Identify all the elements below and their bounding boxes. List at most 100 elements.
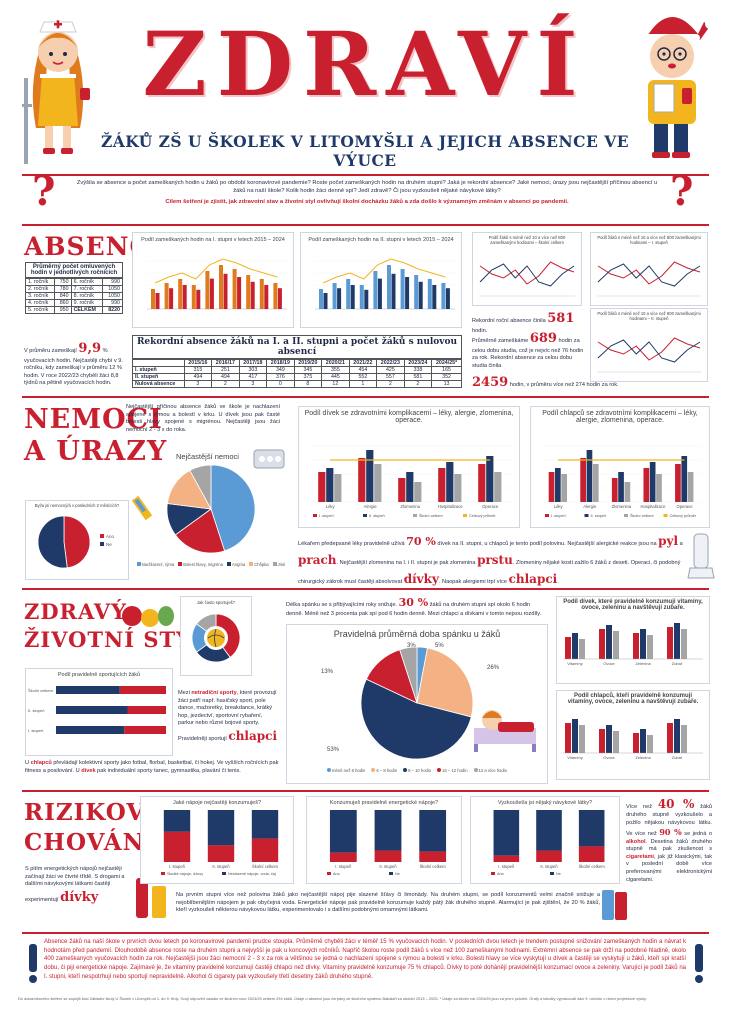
table-cell: 12 [321, 380, 350, 388]
table-cell: 9. ročník [70, 299, 104, 307]
bar [56, 706, 128, 714]
table-cell: 557 [376, 373, 405, 381]
bar [334, 474, 342, 502]
pie-slice [63, 516, 91, 569]
bar [586, 450, 593, 502]
bar [56, 686, 120, 694]
legend-label: Školní celkem [419, 513, 443, 518]
bar [223, 273, 228, 309]
sick-boy-illustration [644, 16, 715, 158]
pie-slice [210, 464, 256, 552]
bar [182, 285, 187, 309]
boys-complications-chart: Podíl chlapců se zdravotními komplikacem… [530, 406, 710, 528]
bar [618, 472, 624, 502]
bar [178, 279, 183, 309]
bar-segment [536, 810, 562, 851]
legend-label: Ne [106, 542, 112, 547]
table-header: 2020/21 [321, 359, 350, 367]
question-mark-right-icon: ? [670, 168, 694, 215]
table-cell: 581 [403, 373, 433, 381]
bar [377, 278, 382, 309]
bar [667, 627, 673, 659]
sleep-pie-chart: Pravidelná průměrná doba spánku u žáků 3… [286, 624, 548, 784]
bar [674, 623, 680, 659]
tick-label: Zubař [672, 661, 683, 666]
tick-label: Léky [326, 504, 336, 509]
bar [445, 288, 450, 309]
tick-label: Zlomenina [400, 504, 420, 509]
table-cell: 8220 [102, 306, 123, 314]
small-chart-school: Podíl žáků s méně než 10 a více než 800 … [472, 232, 582, 306]
nemoci-text: Nejčastější příčinou absence žáků ve ško… [126, 404, 280, 433]
bar-segment [163, 831, 191, 862]
legend-swatch [491, 872, 495, 875]
legend-swatch [550, 872, 554, 875]
illness-pie-title: Nejčastější nemoci [176, 452, 239, 461]
bar-segment [493, 855, 520, 862]
legend-item: méně než 6 hodin [327, 768, 365, 773]
bar [572, 633, 578, 659]
legend-item: Bolest hlavy, migréna [178, 562, 223, 567]
bar-segment [578, 846, 605, 862]
table-cell: 8 [293, 380, 323, 388]
table-cell: 840 [54, 292, 72, 300]
legend-label: Ne [395, 872, 400, 876]
table-cell: 4. ročník [24, 299, 56, 307]
table-cell: 417 [238, 373, 268, 381]
table-cell: 2 [211, 380, 240, 388]
table-cell: 2. ročník [24, 285, 56, 293]
table-header: 2022/23 [376, 359, 405, 367]
pie-slice [37, 516, 68, 569]
series-line [597, 261, 701, 285]
sleep-text: Délka spánku se s přibývajícími roky sni… [286, 596, 542, 617]
small-chart-first-stage: Podíl žáků s méně než 10 a více než 800 … [590, 232, 708, 306]
bar [277, 288, 282, 309]
series-line [479, 261, 575, 285]
data-label: 5% [435, 643, 444, 649]
table-header: 2021/22 [348, 359, 378, 367]
bar [318, 472, 326, 502]
intro-text: Zvýšila se absence a počet zameškaných h… [76, 180, 658, 194]
tick-label: Školní celkem [252, 864, 279, 869]
volleyball-icon [207, 629, 225, 648]
bar-segment [493, 810, 520, 856]
series-line [597, 339, 701, 363]
bar [374, 464, 382, 502]
bar [613, 731, 619, 753]
table-cell: 352 [431, 373, 462, 381]
legend-item: 12 a více hodin [473, 768, 507, 773]
bar [164, 283, 169, 309]
legend-item: Nachlazení, rýma [136, 562, 174, 567]
average-number: 689 [529, 331, 557, 346]
bar-segment [374, 850, 402, 862]
record-text: Rekordní roční absence činila 581 hodin. [472, 311, 575, 334]
bar [264, 285, 269, 309]
table-cell: 7. ročník [70, 285, 104, 293]
record-table: 2015/16 2016/17 2017/18 2018/19 2019/20 2020/… [132, 359, 462, 388]
legend-label: Ano [497, 872, 504, 876]
bar [358, 458, 366, 502]
legend-swatch [663, 514, 668, 517]
absence-percent: 9,9 [78, 341, 102, 356]
series-line [597, 263, 701, 287]
bar [611, 478, 618, 502]
bar [633, 633, 639, 659]
legend-label: Ano [106, 534, 115, 539]
legend-item: Jiné [272, 562, 285, 567]
bar [486, 456, 494, 502]
drinks-icon [136, 878, 166, 918]
bar [391, 273, 396, 309]
girls-complications-chart: Podíl dívek se zdravotními komplikacemi … [298, 406, 520, 528]
table-cell: 1. ročník [24, 278, 56, 286]
bar [565, 723, 571, 753]
data-label: 26% [487, 665, 500, 671]
bar [606, 625, 612, 659]
bar [346, 279, 351, 309]
table-cell: 860 [54, 299, 72, 307]
table-cell: 0 [266, 380, 295, 388]
table-cell: 349 [266, 366, 295, 374]
table-cell: 3 [183, 380, 213, 388]
rizikove-heading: RIZIKOVÉ CHOVÁNÍ [24, 799, 164, 856]
legend-swatch [584, 514, 589, 517]
tick-label: Zubař [672, 755, 683, 760]
